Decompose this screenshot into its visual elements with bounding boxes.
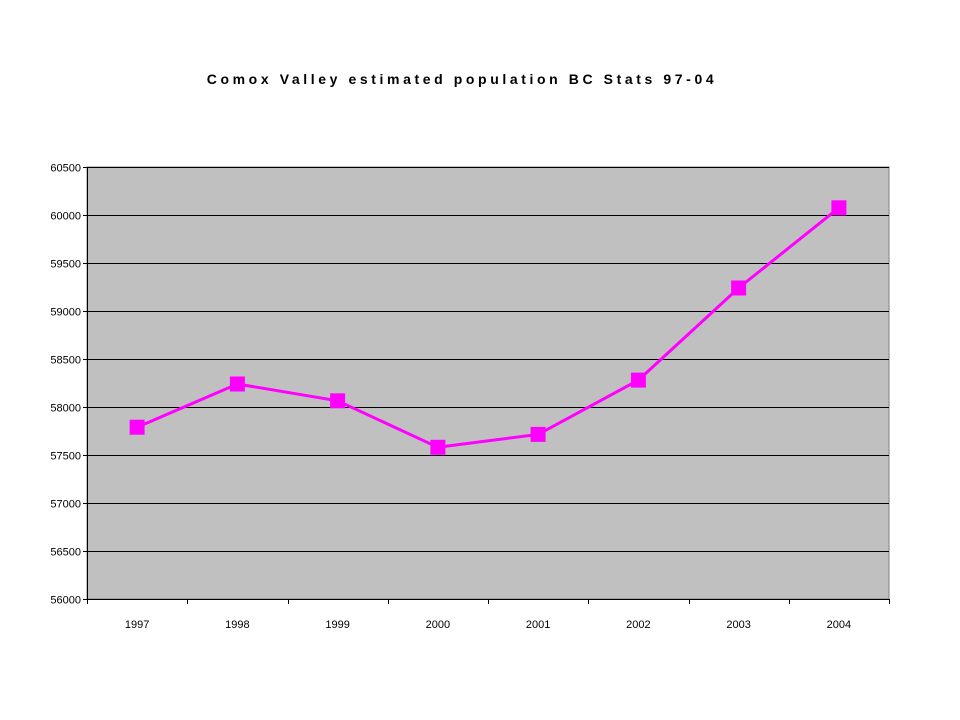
- data-point-marker: [129, 419, 145, 435]
- y-tick-label: 57500: [50, 451, 81, 463]
- markers-layer: [129, 200, 847, 455]
- data-point-marker: [530, 426, 546, 442]
- x-tick-label: 2001: [526, 619, 550, 631]
- y-tick-label: 58500: [50, 355, 81, 367]
- x-tick-label: 2002: [626, 619, 650, 631]
- y-tick-label: 59500: [50, 259, 81, 271]
- y-tick-label: 58000: [50, 403, 81, 415]
- x-tick-label: 1998: [225, 619, 249, 631]
- data-point-marker: [831, 200, 847, 216]
- x-tick-label: 1997: [125, 619, 149, 631]
- y-tick-label: 56500: [50, 547, 81, 559]
- series-layer: [136, 206, 840, 449]
- data-point-marker: [630, 372, 646, 388]
- axes: [87, 167, 889, 600]
- y-tick-label: 57000: [50, 499, 81, 511]
- data-point-marker: [731, 280, 747, 296]
- data-point-marker: [330, 393, 346, 409]
- x-tick-label: 1999: [325, 619, 349, 631]
- y-tick-labels: 56000 56500 57000 57500 58000 58500 59000 59500…: [50, 163, 81, 607]
- x-tick-label: 2004: [827, 619, 851, 631]
- x-tick-label: 2003: [726, 619, 750, 631]
- y-tick-label: 60000: [50, 211, 81, 223]
- chart-title: Comox Valley estimated population BC Sta…: [206, 71, 718, 87]
- y-tick-label: 60500: [50, 163, 81, 175]
- plot-area: [86, 166, 890, 600]
- series-line: [136, 206, 840, 449]
- data-point-marker: [430, 439, 446, 455]
- y-tick-label: 56000: [50, 595, 81, 607]
- x-tick-label: 2000: [426, 619, 450, 631]
- y-tick-label: 59000: [50, 307, 81, 319]
- data-point-marker: [229, 376, 245, 392]
- x-tick-labels: 1997 1998 1999 2000 2001 2002 2003 2004: [125, 619, 851, 631]
